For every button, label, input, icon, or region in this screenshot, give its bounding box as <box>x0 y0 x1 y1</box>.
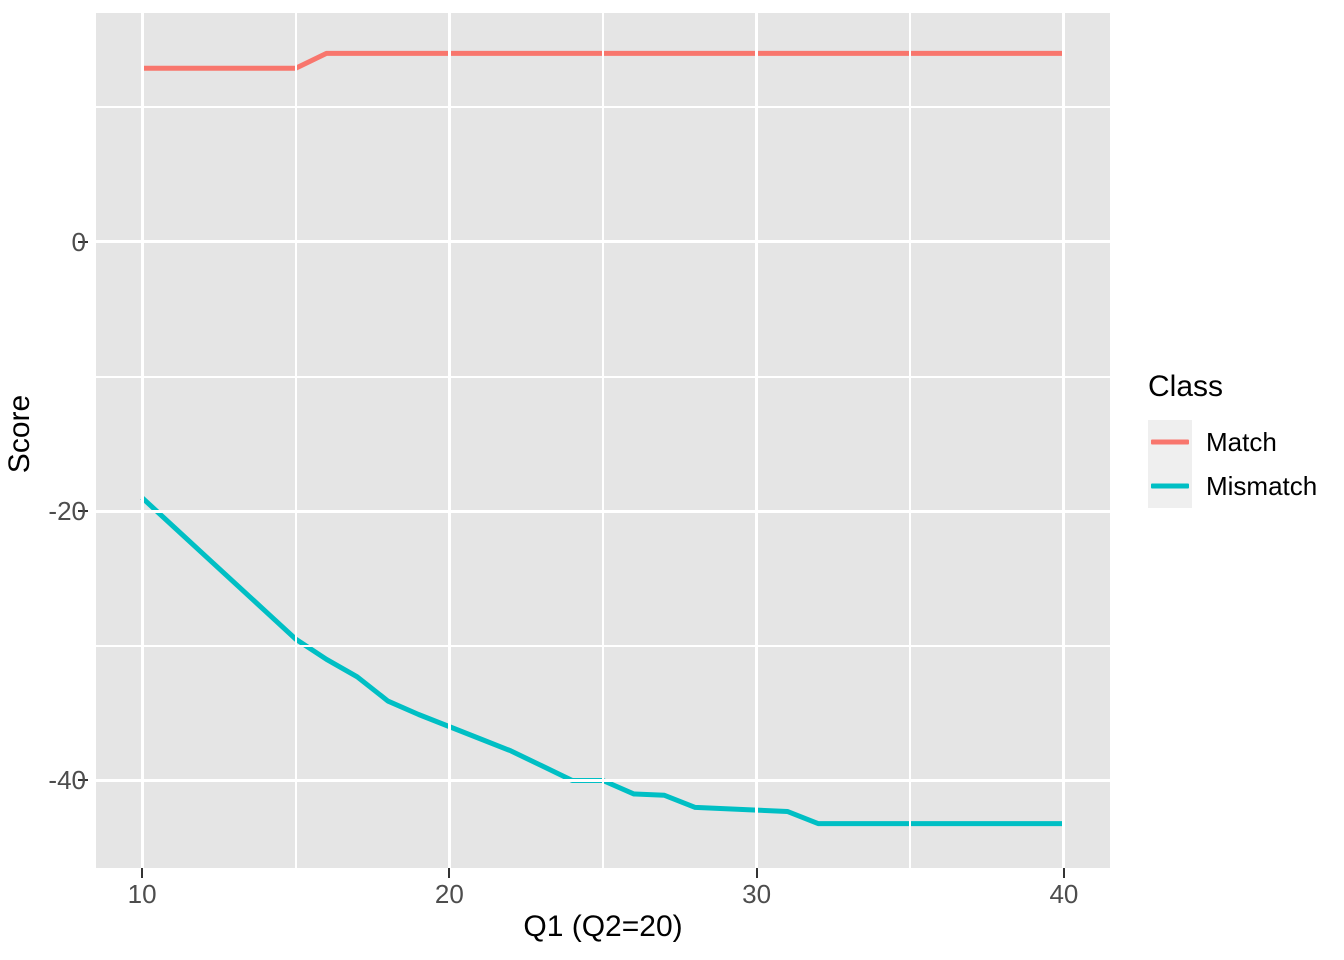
legend: Class Match Mismatch <box>1148 372 1344 508</box>
x-tick-mark <box>448 868 451 878</box>
y-axis-ticks: 0 -20 -40 <box>0 0 88 868</box>
gridline-horizontal-minor <box>96 644 1110 647</box>
gridline-horizontal-major <box>96 778 1110 782</box>
legend-line-icon <box>1151 483 1189 489</box>
gridline-vertical-major <box>1062 13 1066 868</box>
legend-item-mismatch[interactable]: Mismatch <box>1148 464 1344 508</box>
x-tick-label: 10 <box>127 879 157 909</box>
gridline-vertical-minor <box>909 13 912 868</box>
legend-key-swatch <box>1148 464 1192 508</box>
y-tick-label: -20 <box>48 496 86 527</box>
gridline-vertical-minor <box>602 13 604 868</box>
gridline-vertical-major <box>447 13 451 868</box>
legend-title: Class <box>1148 370 1224 403</box>
x-axis-title: Q1 (Q2=20) <box>523 910 683 943</box>
legend-item-label: Match <box>1206 427 1277 457</box>
x-axis-ticks: 10 20 30 40 <box>96 868 1110 914</box>
legend-entries: Match Mismatch <box>1148 420 1344 508</box>
legend-key-swatch <box>1148 420 1192 464</box>
legend-line-icon <box>1151 439 1189 445</box>
gridline-horizontal-major <box>96 240 1110 244</box>
y-tick-label: -40 <box>48 765 86 796</box>
gridline-horizontal-major <box>96 509 1110 513</box>
gridline-horizontal-minor <box>96 106 1110 109</box>
y-tick-mark <box>78 240 88 243</box>
plot-panel <box>96 13 1110 868</box>
legend-item-label: Mismatch <box>1206 471 1318 501</box>
x-tick-mark <box>141 868 144 878</box>
x-tick-mark <box>755 868 758 878</box>
gridline-vertical-major <box>755 13 759 868</box>
gridline-vertical-major <box>140 13 144 868</box>
x-tick-label: 30 <box>742 879 772 909</box>
y-tick-label: 0 <box>71 226 86 257</box>
y-tick-mark <box>78 510 88 513</box>
gridline-vertical-minor <box>294 13 297 868</box>
gridline-horizontal-minor <box>96 375 1110 378</box>
x-tick-mark <box>1062 868 1065 878</box>
legend-item-match[interactable]: Match <box>1148 420 1344 464</box>
x-tick-label: 20 <box>434 879 464 909</box>
x-tick-label: 40 <box>1049 879 1079 909</box>
y-tick-mark <box>78 779 88 782</box>
